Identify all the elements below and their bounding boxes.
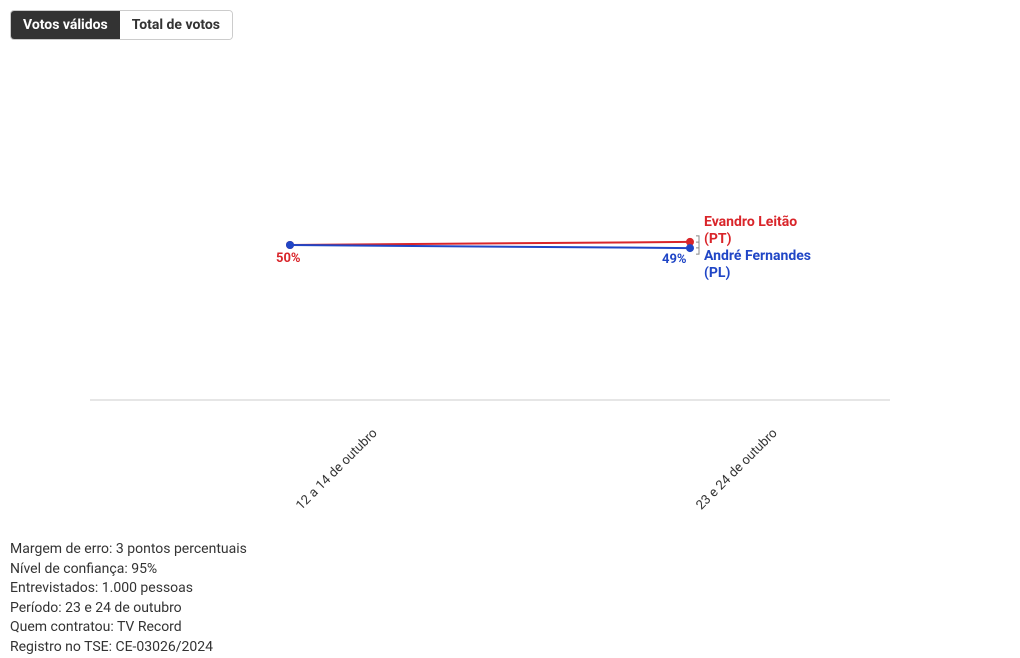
margem-erro: Margem de erro: 3 pontos percentuais <box>10 540 1010 560</box>
entrevistados: Entrevistados: 1.000 pessoas <box>10 579 1010 599</box>
tab-votos-validos[interactable]: Votos válidos <box>11 11 120 39</box>
registro-tse: Registro no TSE: CE-03026/2024 <box>10 638 1010 658</box>
nivel-confianca: Nível de confiança: 95% <box>10 560 1010 580</box>
series-name-label: André Fernandes (PL) <box>704 248 824 282</box>
chart-svg <box>90 70 970 420</box>
periodo: Período: 23 e 24 de outubro <box>10 599 1010 619</box>
x-axis-label: 12 a 14 de outubro <box>271 426 381 536</box>
tab-total-votos[interactable]: Total de votos <box>120 11 232 39</box>
series-name-label: Evandro Leitão (PT) <box>704 214 824 248</box>
poll-line-chart: 50% Evandro Leitão (PT) 49% André Fernandes… <box>90 70 970 420</box>
quem-contratou: Quem contratou: TV Record <box>10 618 1010 638</box>
x-axis-label: 23 e 24 de outubro <box>671 426 781 536</box>
survey-metadata: Margem de erro: 3 pontos percentuais Nív… <box>10 540 1010 658</box>
value-label: 50% <box>276 251 301 266</box>
value-label: 49% <box>662 252 687 267</box>
tab-group: Votos válidos Total de votos <box>10 10 233 40</box>
x-axis-labels: 12 a 14 de outubro23 e 24 de outubro <box>90 420 970 530</box>
